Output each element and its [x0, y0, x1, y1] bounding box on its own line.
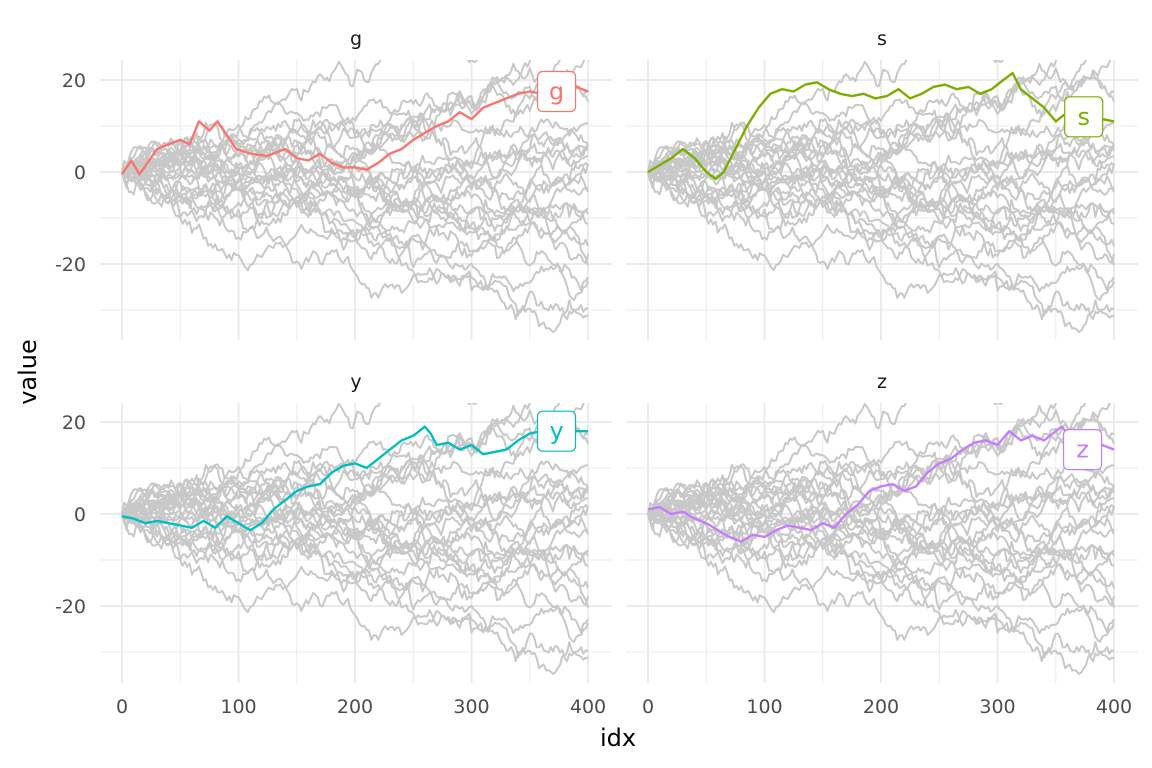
y-tick-label: 20 [62, 70, 86, 92]
background-series-line [121, 117, 589, 173]
background-series-line [121, 157, 589, 221]
background-series-line [647, 497, 1115, 601]
background-series-line [121, 136, 589, 233]
background-series-line [647, 413, 1115, 516]
background-series-line [647, 155, 1115, 259]
background-series-line [647, 109, 1115, 173]
background-series-line [121, 124, 589, 301]
y-tick-label: 0 [74, 504, 86, 526]
background-series-line [647, 451, 1115, 515]
highlight-series-line-z [647, 425, 1115, 543]
background-series-line [121, 60, 561, 173]
background-series-line [647, 499, 1115, 563]
series-label-z: z [1062, 429, 1103, 471]
facet-strip-title: g [350, 28, 362, 50]
background-series-line [647, 466, 1115, 643]
background-series-line [121, 466, 589, 643]
background-series-line [121, 459, 589, 515]
facet-strip-title: y [350, 371, 361, 393]
y-tick-label: 20 [62, 412, 86, 434]
background-series-line [121, 151, 589, 201]
background-series-line [121, 451, 589, 515]
x-tick-label: 200 [863, 696, 899, 718]
background-series-group [121, 403, 589, 675]
background-series-line [647, 151, 1115, 201]
x-tick-label: 100 [220, 696, 256, 718]
series-label-y: y [536, 410, 577, 452]
x-tick-label: 0 [642, 696, 654, 718]
series-label-g: g [536, 70, 577, 113]
y-tick-label: 0 [74, 162, 86, 184]
background-series-line [121, 71, 589, 174]
y-axis-title: value [14, 339, 42, 405]
background-series-group [121, 60, 589, 333]
background-series-line [647, 136, 1115, 233]
background-series-line [647, 496, 1115, 574]
series-label-text: s [1077, 103, 1090, 131]
highlight-series-line-g [121, 85, 589, 176]
y-tick-label: -20 [55, 254, 86, 276]
background-series-line [647, 60, 1087, 173]
x-tick-label: 200 [337, 696, 373, 718]
facet-panel-g: g g -20 0 20 [55, 28, 612, 340]
background-series-line [647, 403, 1087, 515]
background-series-line [121, 154, 589, 232]
background-series-line [121, 497, 589, 601]
background-series-line [121, 60, 532, 190]
x-tick-label: 0 [116, 696, 128, 718]
background-series-line [647, 459, 1115, 515]
highlight-series-line-y [121, 425, 588, 532]
background-series-line [647, 60, 1058, 190]
background-series-line [121, 496, 589, 574]
series-label-box [1062, 429, 1103, 471]
background-series-group [647, 403, 1115, 675]
x-tick-label: 300 [453, 696, 489, 718]
x-tick-label: 400 [1096, 696, 1132, 718]
y-tick-label: -20 [55, 596, 86, 618]
x-tick-label: 300 [979, 696, 1015, 718]
background-series-line [647, 117, 1115, 173]
facet-strip-title: s [877, 28, 887, 50]
background-series-line [647, 124, 1115, 301]
background-series-line [647, 60, 1114, 178]
background-series-line [647, 154, 1115, 232]
background-series-line [647, 478, 1115, 575]
series-label-box [536, 410, 577, 452]
x-tick-label: 400 [570, 696, 606, 718]
series-label-text: y [549, 417, 563, 445]
background-series-line [647, 157, 1115, 221]
highlight-series-line-s [647, 71, 1115, 181]
background-series-line [121, 478, 589, 575]
background-series-line [647, 403, 1111, 520]
background-series-line [121, 403, 585, 520]
background-series-line [647, 403, 1057, 532]
series-label-box [1064, 96, 1104, 138]
background-series-line [647, 493, 1115, 543]
background-series-line [121, 155, 589, 259]
facet-panel-z: z z 0 100 200 300 400 [626, 371, 1138, 718]
x-axis-title: idx [600, 724, 636, 752]
background-series-line [121, 493, 589, 543]
x-tick-label: 100 [746, 696, 782, 718]
background-series-line [121, 499, 589, 563]
facet-panel-s: ss [626, 28, 1138, 340]
series-label-box [536, 70, 577, 113]
background-series-line [121, 413, 589, 516]
background-series-line [121, 403, 561, 515]
background-series-group [647, 60, 1115, 333]
series-label-text: g [549, 78, 564, 106]
series-label-s: s [1064, 96, 1104, 138]
facet-strip-title: z [877, 371, 887, 393]
series-label-text: z [1076, 436, 1089, 464]
background-series-line [121, 109, 589, 173]
